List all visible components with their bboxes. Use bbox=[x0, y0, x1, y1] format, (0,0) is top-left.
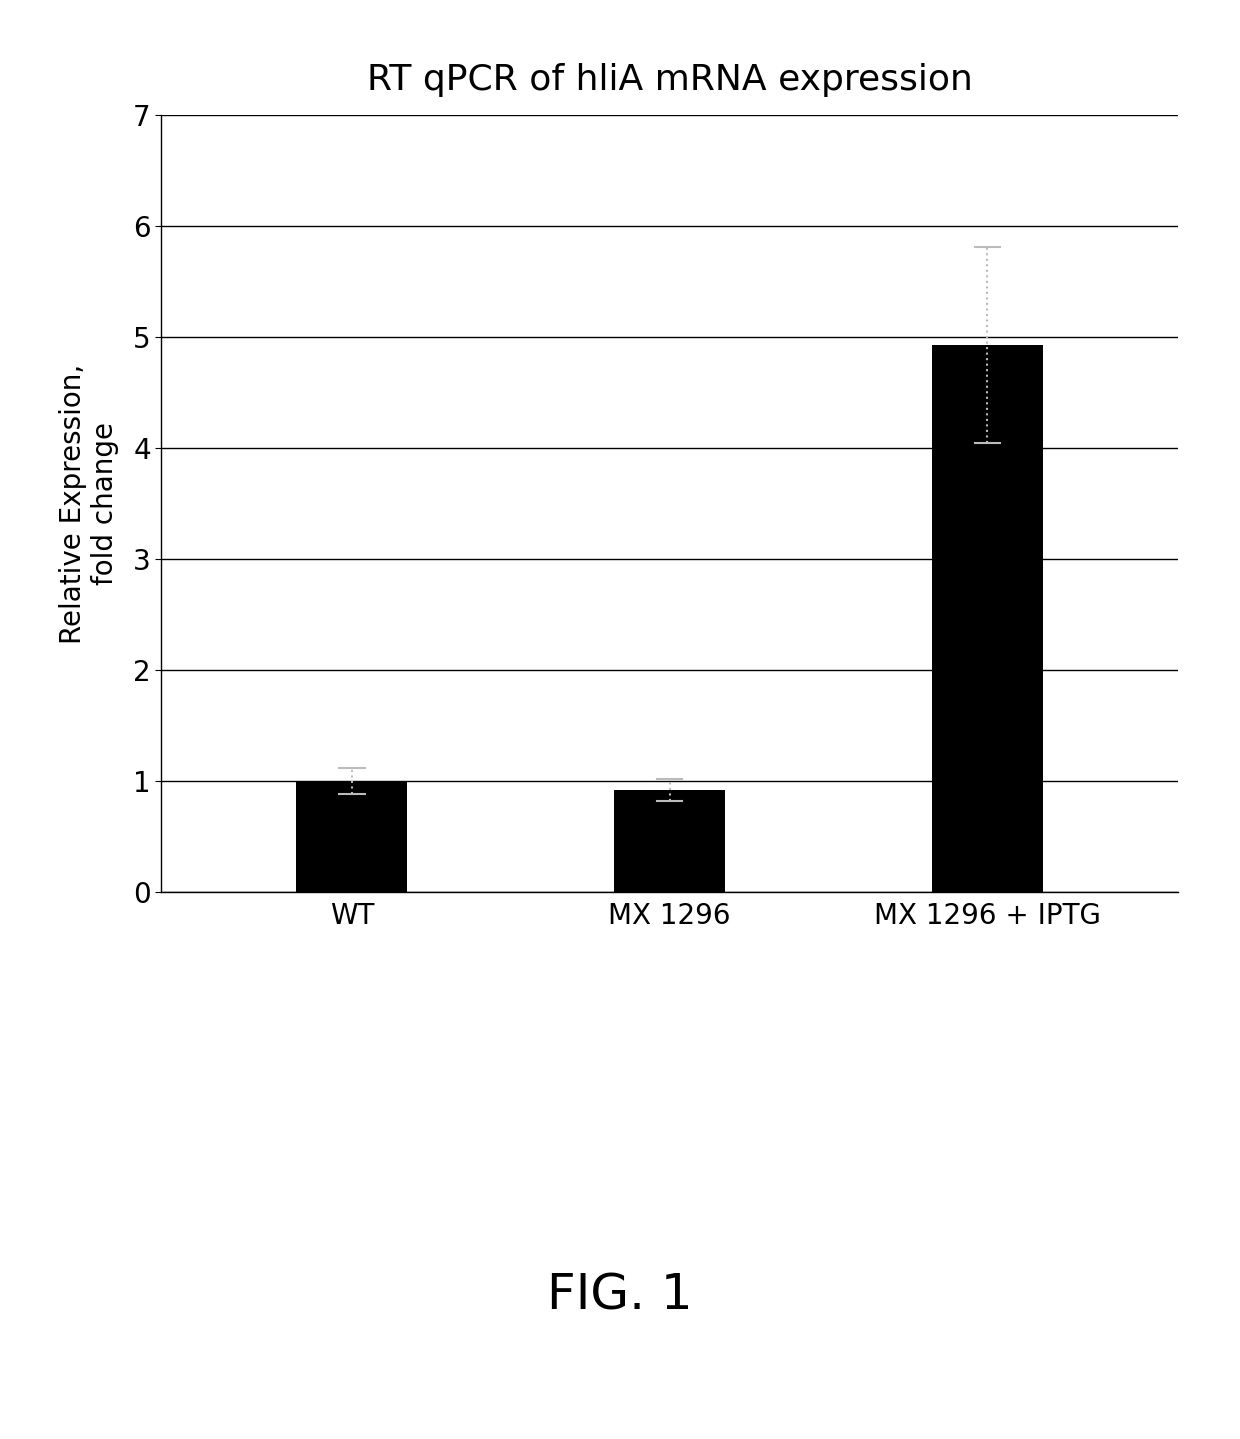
Bar bbox=[931, 345, 1043, 892]
Text: FIG. 1: FIG. 1 bbox=[547, 1271, 693, 1320]
Bar bbox=[614, 790, 725, 892]
Title: RT qPCR of hliA mRNA expression: RT qPCR of hliA mRNA expression bbox=[367, 63, 972, 96]
Bar bbox=[296, 781, 408, 892]
Y-axis label: Relative Expression,
fold change: Relative Expression, fold change bbox=[58, 364, 119, 643]
